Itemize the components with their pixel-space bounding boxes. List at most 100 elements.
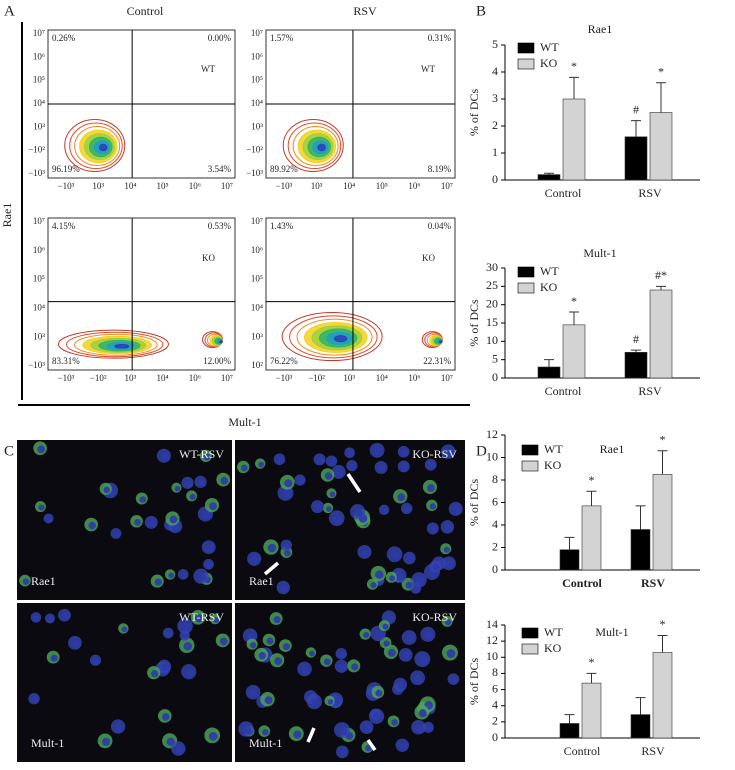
- legend-label: WT: [544, 625, 563, 639]
- nucleus: [399, 742, 407, 750]
- contour: [438, 340, 443, 344]
- nucleus: [282, 643, 290, 651]
- nucleus: [219, 637, 228, 646]
- column-title: RSV: [353, 4, 377, 18]
- significance-marker: *: [571, 294, 577, 308]
- contour: [282, 118, 344, 172]
- contour: [287, 122, 342, 169]
- nucleus: [266, 637, 274, 645]
- nucleus: [415, 576, 425, 586]
- bar: [649, 289, 673, 379]
- x-tick-label: −10²: [308, 373, 325, 383]
- nucleus: [309, 650, 315, 657]
- contour: [66, 331, 164, 358]
- nucleus: [37, 445, 45, 453]
- x-tick-label: 10⁴: [157, 373, 169, 383]
- stain-label: Mult-1: [31, 736, 64, 750]
- genotype-label: WT: [201, 64, 215, 74]
- quadrant-percent: 0.26%: [52, 33, 76, 43]
- significance-marker: #: [633, 332, 639, 346]
- nucleus: [311, 698, 320, 707]
- x-tick-label: 10³: [343, 373, 355, 383]
- nucleus: [297, 477, 305, 485]
- y-tick-label: 8: [492, 472, 498, 486]
- nucleus: [101, 737, 111, 746]
- y-tick-label: 0: [492, 562, 498, 576]
- axis-label: Rae1: [0, 203, 14, 228]
- nucleus: [197, 573, 207, 582]
- panel-letter: B: [476, 3, 486, 19]
- legend-label: WT: [540, 40, 559, 54]
- nucleus: [264, 696, 273, 705]
- x-tick-label: 10⁵: [157, 181, 169, 191]
- nucleus: [424, 631, 434, 640]
- nucleus: [242, 725, 252, 735]
- nucleus: [50, 654, 58, 662]
- significance-marker: *: [660, 433, 666, 447]
- nucleus: [213, 617, 219, 623]
- nucleus: [161, 663, 170, 672]
- nucleus: [166, 631, 173, 638]
- nucleus: [363, 631, 370, 639]
- y-tick-label: 10³: [33, 331, 45, 341]
- y-tick-label: 10³: [251, 331, 263, 341]
- nucleus: [373, 447, 383, 456]
- axis-label: Mult-1: [228, 415, 261, 429]
- nucleus: [445, 448, 454, 457]
- nucleus: [103, 486, 111, 494]
- nucleus: [333, 514, 343, 524]
- y-tick-label: 15: [486, 315, 498, 329]
- contour: [74, 126, 121, 167]
- nucleus: [301, 665, 310, 674]
- nucleus: [375, 570, 384, 579]
- contour: [69, 122, 123, 169]
- stain-label: Mult-1: [249, 736, 282, 750]
- x-tick-label: RSV: [641, 576, 665, 590]
- nucleus: [397, 493, 406, 502]
- y-axis-label: % of DCs: [467, 89, 481, 137]
- nucleus: [284, 479, 293, 488]
- legend-label: WT: [544, 442, 563, 456]
- nucleus: [443, 546, 450, 553]
- error-bar: [631, 349, 641, 353]
- y-tick-label: 2: [492, 118, 498, 132]
- image-title: KO-RSV: [412, 610, 457, 624]
- nucleus: [48, 616, 54, 623]
- y-tick-label: 10⁷: [251, 216, 263, 226]
- nucleus: [401, 449, 408, 456]
- y-tick-label: −10³: [28, 168, 45, 178]
- y-tick-label: 10⁴: [251, 98, 263, 108]
- error-bar: [631, 120, 641, 137]
- x-tick-label: 10⁶: [189, 181, 201, 191]
- quadrant-percent: 0.04%: [428, 221, 452, 231]
- nucleus: [395, 572, 405, 581]
- y-tick-label: 8: [492, 665, 498, 679]
- y-tick-label: 2: [492, 714, 498, 728]
- nucleus: [250, 689, 259, 698]
- arrow: [306, 727, 316, 743]
- nucleus: [175, 745, 184, 754]
- nucleus: [428, 462, 436, 469]
- nucleus: [185, 668, 194, 677]
- error-bar: [569, 76, 579, 99]
- legend-swatch: [521, 627, 539, 639]
- legend-label: KO: [544, 458, 562, 472]
- nucleus: [361, 549, 370, 557]
- panel-letter: A: [4, 3, 15, 19]
- y-tick-label: 10⁵: [33, 75, 45, 85]
- nucleus: [195, 614, 204, 623]
- nucleus: [414, 674, 423, 683]
- chart-title: Mult-1: [595, 625, 628, 639]
- nucleus: [181, 622, 191, 632]
- nucleus: [251, 555, 260, 564]
- nucleus: [401, 464, 409, 471]
- contour: [296, 318, 373, 356]
- error-bar: [656, 82, 666, 113]
- nucleus: [339, 651, 346, 658]
- nucleus: [391, 550, 400, 560]
- nucleus: [203, 453, 211, 461]
- y-tick-label: 30: [486, 260, 498, 274]
- nucleus: [385, 614, 394, 623]
- x-tick-label: −10²: [90, 373, 107, 383]
